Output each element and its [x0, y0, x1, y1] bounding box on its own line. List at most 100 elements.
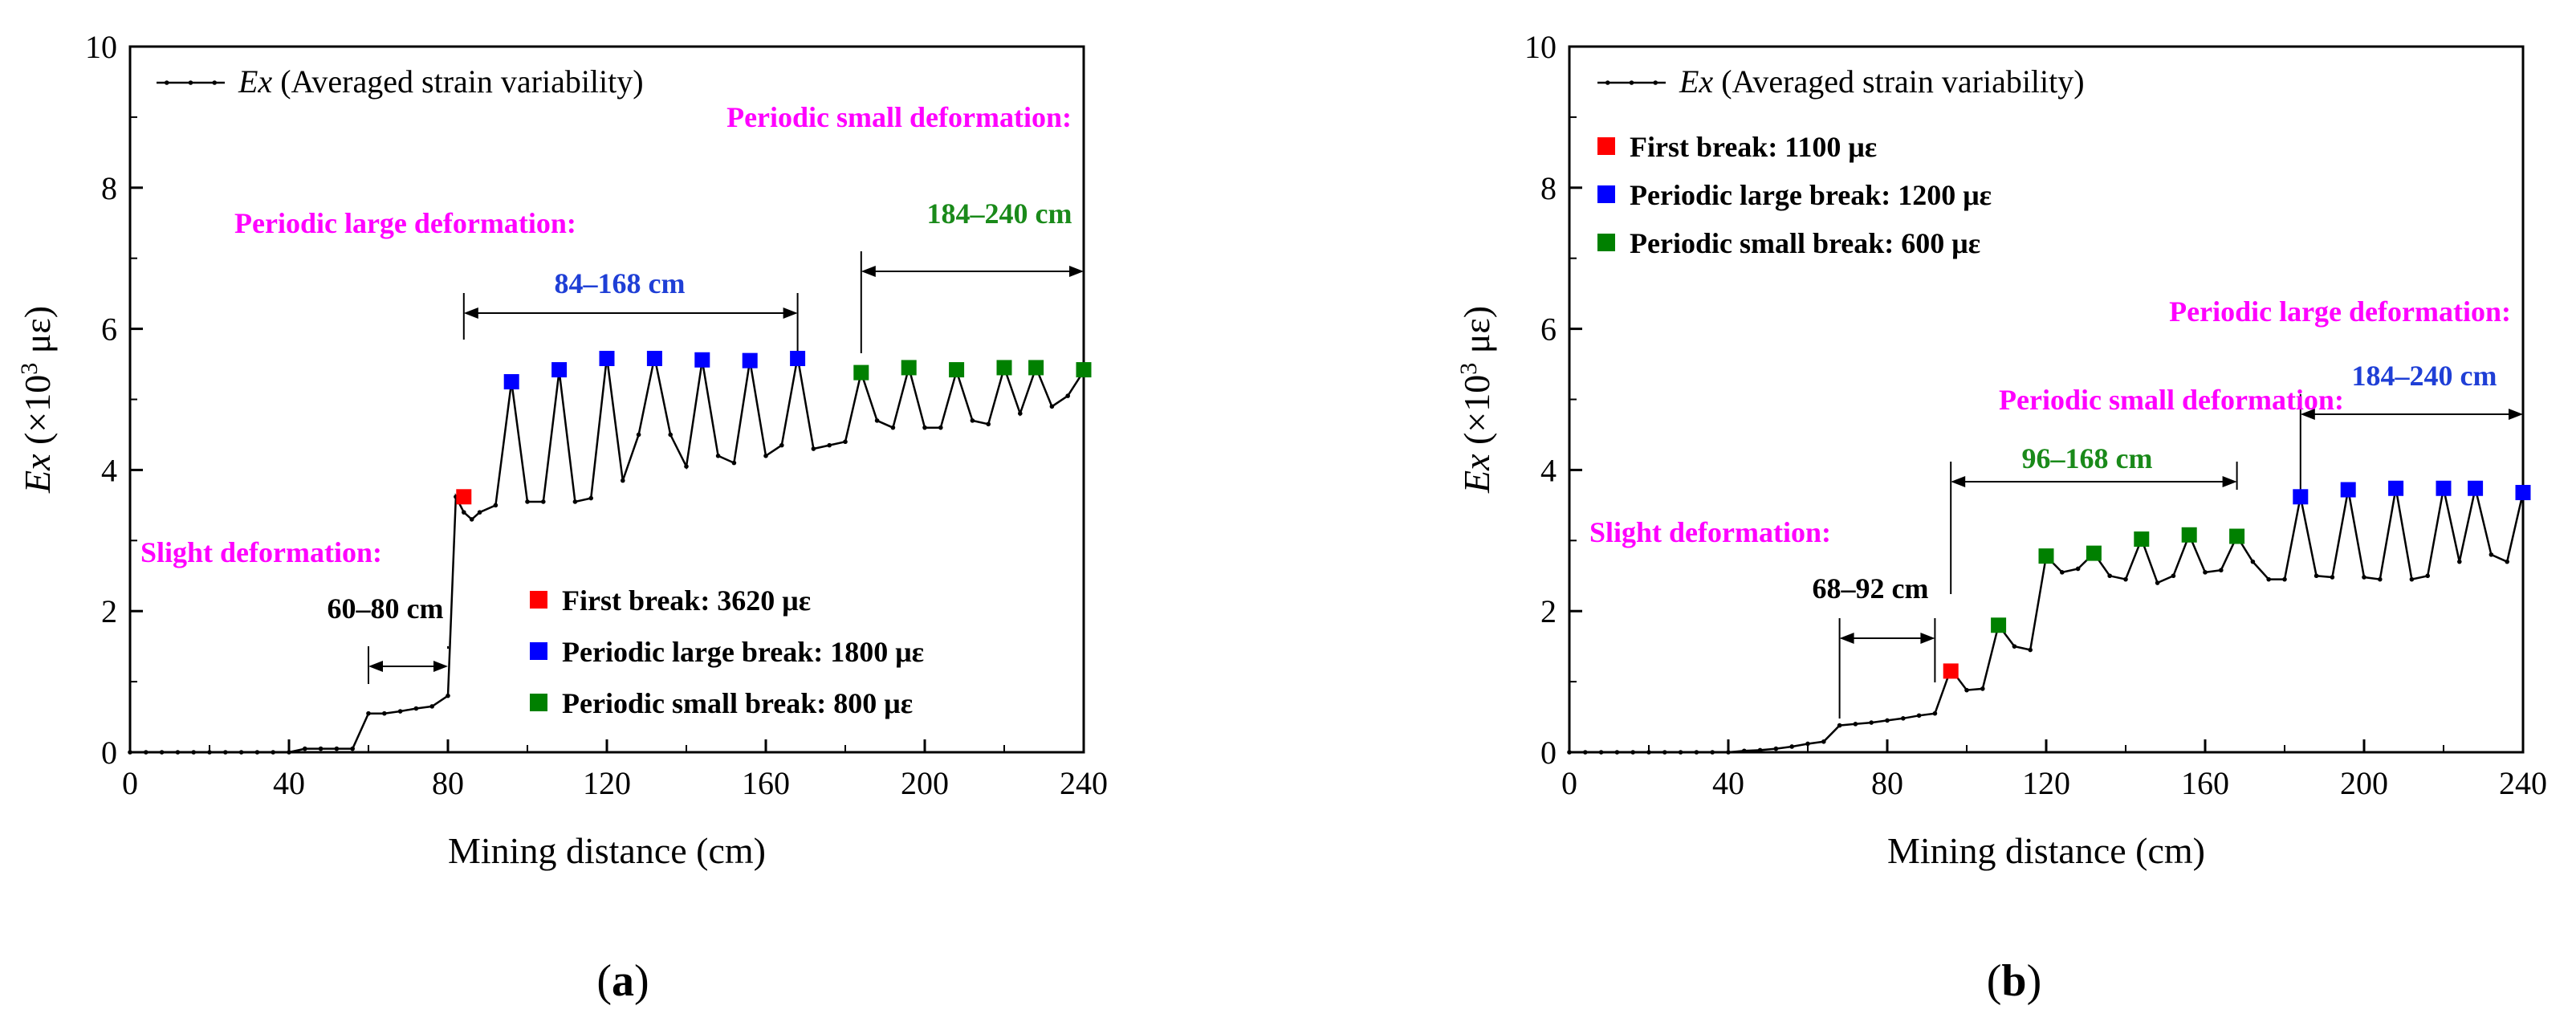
strain-data-point [2505, 559, 2509, 564]
strain-data-point [1614, 750, 1620, 755]
strain-data-point [2409, 576, 2415, 582]
strain-data-point [1710, 750, 1715, 755]
legend-large-label: Periodic large break: 1800 με [562, 636, 924, 668]
strain-data-point [2171, 573, 2176, 579]
dimension-arrowhead [1069, 266, 1084, 277]
chart-panel-b: 0 40 80 120 160 200 240 0 2 4 6 8 10 Mining distance … [1455, 29, 2548, 1006]
strain-data-point [621, 478, 625, 483]
large-break-marker [2515, 485, 2531, 501]
strain-data-point [271, 750, 276, 755]
strain-data-point [1018, 411, 1023, 416]
y-tick-label: 0 [101, 735, 117, 771]
annotation-label: 184–240 cm [927, 197, 1072, 230]
strain-data-point [1901, 716, 1906, 721]
strain-data-point [811, 446, 816, 451]
strain-data-point [1980, 686, 1985, 691]
strain-data-point [541, 499, 546, 504]
large-break-marker [694, 352, 710, 368]
annotation-label: Slight deformation: [140, 536, 382, 568]
legend-small-swatch [1597, 234, 1615, 251]
strain-data-point [2266, 576, 2271, 582]
annotation-label: 68–92 cm [1813, 572, 1929, 605]
annotation-label: Slight deformation: [1589, 516, 1831, 548]
annotation-label: Periodic large deformation: [234, 207, 576, 239]
dimension-arrowhead [1951, 476, 1966, 487]
strain-data-point [2425, 573, 2430, 579]
dimension-arrowhead [2300, 409, 2315, 420]
strain-data-point [572, 499, 578, 504]
strain-data-point [254, 750, 260, 755]
y-tick-label: 2 [1540, 593, 1557, 629]
strain-data-point [970, 418, 975, 423]
legend-small-label: Periodic small break: 600 με [1630, 227, 1980, 259]
y-axis-label: Ex (×103 με) [1455, 306, 1498, 494]
y-tick-label: 10 [85, 29, 117, 65]
panel-caption: (b) [1987, 956, 2041, 1006]
strain-data-point [159, 750, 165, 755]
strain-data-point [366, 710, 371, 716]
strain-data-point [1742, 748, 1747, 754]
y-tick-label: 0 [1540, 735, 1557, 771]
legend-first-swatch [530, 591, 547, 609]
strain-data-point [303, 746, 307, 751]
legend-large-swatch [1597, 185, 1615, 203]
strain-data-point [1598, 750, 1604, 755]
dimension-arrowhead [2222, 476, 2237, 487]
strain-data-point [446, 693, 450, 698]
x-axis-label: Mining distance (cm) [448, 830, 766, 871]
strain-data-point [922, 425, 927, 430]
x-tick-label: 240 [2499, 765, 2547, 801]
strain-data-point [2107, 573, 2112, 579]
legend-small-swatch [530, 694, 547, 711]
strain-data-point [1583, 750, 1588, 755]
panel-caption: (a) [596, 956, 649, 1006]
strain-data-point [874, 418, 880, 423]
strain-data-point [413, 706, 419, 711]
legend-first-swatch [1597, 137, 1615, 155]
legend-series-dot [1653, 80, 1658, 85]
y-tick-label: 10 [1524, 29, 1557, 65]
x-tick-label: 200 [2340, 765, 2388, 801]
strain-data-point [668, 432, 673, 438]
strain-data-point [1932, 710, 1938, 716]
y-tick-label: 2 [101, 593, 117, 629]
small-break-marker [2229, 528, 2245, 544]
legend-series-label: Ex (Averaged strain variability) [1679, 63, 2085, 100]
small-break-marker [2134, 531, 2150, 548]
small-break-marker [1076, 362, 1092, 378]
strain-data-point [429, 704, 434, 709]
y-axis-label: Ex (×103 με) [16, 306, 59, 494]
dimension-arrowhead [2509, 409, 2523, 420]
strain-data-point [128, 750, 132, 755]
strain-data-point [1065, 393, 1070, 398]
strain-data-point [1678, 750, 1683, 755]
strain-data-point [334, 746, 340, 751]
strain-data-point [843, 439, 848, 445]
strain-data-point [2203, 570, 2208, 575]
chart-panel-a: 0 40 80 120 160 200 240 0 2 4 6 8 10 Mining distance … [16, 29, 1109, 1006]
legend-series-dot [1605, 80, 1610, 85]
y-tick-label: 4 [101, 452, 117, 488]
strain-data-point [636, 432, 641, 438]
large-break-marker [2340, 482, 2356, 498]
x-tick-label: 80 [1871, 765, 1903, 801]
strain-data-point [938, 425, 943, 430]
strain-data-point [2378, 576, 2383, 582]
x-axis-label: Mining distance (cm) [1887, 830, 2205, 871]
large-break-marker [2436, 480, 2452, 496]
strain-data-point [318, 746, 324, 751]
strain-data-point [1630, 750, 1635, 755]
strain-data-point [1726, 750, 1731, 755]
x-tick-label: 160 [742, 765, 790, 801]
strain-data-point [2330, 575, 2335, 580]
dimension-arrowhead [368, 661, 383, 672]
y-tick-label: 6 [101, 311, 117, 348]
x-tick-label: 160 [2181, 765, 2229, 801]
legend-first-label: First break: 1100 με [1630, 131, 1877, 163]
y-tick-label: 6 [1540, 311, 1557, 348]
strain-data-point [1694, 750, 1699, 755]
strain-data-point [2219, 568, 2224, 573]
legend-large-swatch [530, 642, 547, 660]
annotation-label: Periodic large deformation: [2169, 295, 2511, 328]
